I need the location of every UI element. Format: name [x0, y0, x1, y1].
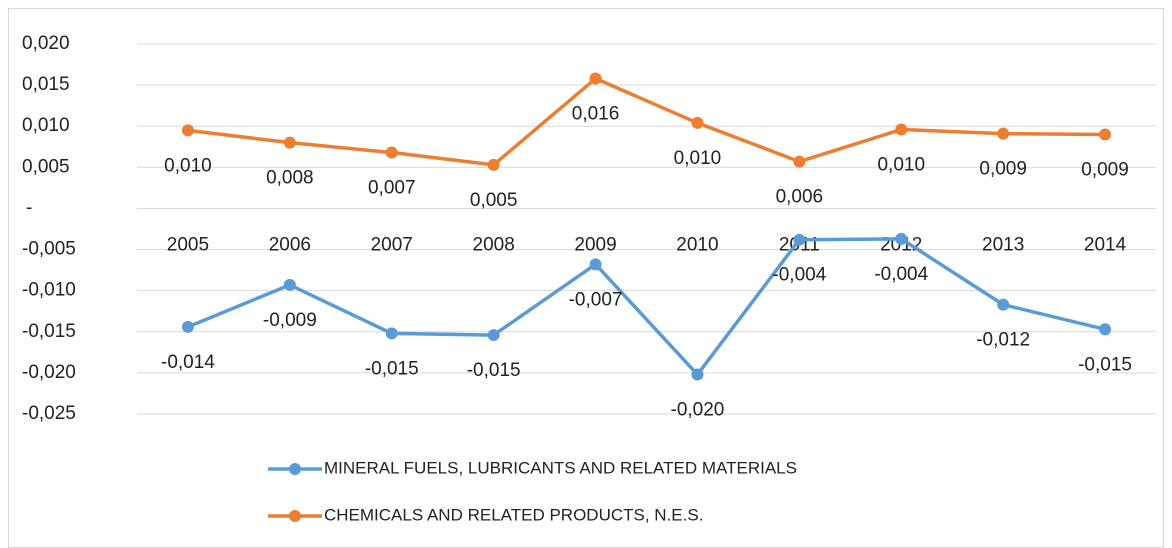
data-label: -0,009	[263, 310, 317, 331]
x-tick-label: 2010	[676, 234, 718, 255]
data-label: -0,007	[569, 289, 623, 310]
y-tick-label: -0,010	[22, 280, 76, 301]
x-tick-label: 2013	[982, 234, 1024, 255]
data-label: -0,015	[365, 358, 419, 379]
data-label: -0,015	[1078, 354, 1132, 375]
y-tick-label: -0,025	[22, 403, 76, 424]
data-point	[997, 298, 1010, 311]
data-label: 0,010	[877, 155, 925, 176]
y-tick-label: 0,015	[22, 74, 70, 95]
y-tick-label: 0,005	[22, 156, 70, 177]
y-tick-label: -0,005	[22, 239, 76, 260]
x-tick-label: 2007	[371, 234, 413, 255]
data-label: 0,005	[470, 190, 518, 211]
data-point	[181, 320, 194, 333]
data-label: 0,006	[776, 187, 824, 208]
data-label: 0,009	[979, 159, 1027, 180]
data-label: -0,020	[671, 400, 725, 421]
data-point	[895, 232, 908, 245]
data-point	[283, 278, 296, 291]
x-tick-label: 2008	[473, 234, 515, 255]
x-tick-label: 2014	[1084, 234, 1127, 255]
x-tick-label: 2006	[269, 234, 311, 255]
data-point	[1099, 323, 1112, 336]
data-label: -0,004	[874, 264, 928, 285]
y-tick-label: 0,020	[22, 33, 70, 54]
y-tick-label: 0,010	[22, 115, 70, 136]
data-label: -0,012	[976, 330, 1030, 351]
data-label: 0,007	[368, 178, 416, 199]
x-tick-label: 2005	[167, 234, 209, 255]
data-point	[691, 368, 704, 381]
data-point	[589, 258, 602, 271]
data-point	[487, 329, 500, 342]
legend-marker	[289, 510, 301, 522]
data-point	[385, 327, 398, 340]
data-point	[385, 146, 398, 159]
x-tick-label: 2009	[574, 234, 616, 255]
data-point	[283, 136, 296, 149]
data-point	[691, 116, 704, 129]
data-label: 0,008	[266, 168, 314, 189]
data-point	[181, 124, 194, 137]
legend-label: MINERAL FUELS, LUBRICANTS AND RELATED MA…	[324, 458, 797, 477]
chart-border	[8, 8, 1164, 548]
data-point	[793, 233, 806, 246]
data-label: 0,009	[1081, 159, 1129, 180]
data-label: -0,015	[467, 360, 521, 381]
y-tick-label: -	[26, 197, 32, 218]
data-label: -0,004	[772, 265, 826, 286]
data-label: 0,010	[674, 148, 722, 169]
data-label: 0,010	[164, 155, 212, 176]
series-line	[187, 76, 1106, 167]
legend-label: CHEMICALS AND RELATED PRODUCTS, N.E.S.	[324, 505, 703, 524]
y-tick-label: -0,020	[22, 362, 76, 383]
series-line	[187, 237, 1106, 377]
data-point	[895, 123, 908, 136]
data-point	[589, 72, 602, 85]
data-label: -0,014	[161, 352, 215, 373]
legend-marker	[289, 463, 301, 475]
data-point	[1099, 128, 1112, 141]
data-point	[997, 127, 1010, 140]
data-point	[793, 155, 806, 168]
y-tick-label: -0,015	[22, 321, 76, 342]
data-label: 0,016	[572, 104, 620, 125]
data-point	[487, 158, 500, 171]
